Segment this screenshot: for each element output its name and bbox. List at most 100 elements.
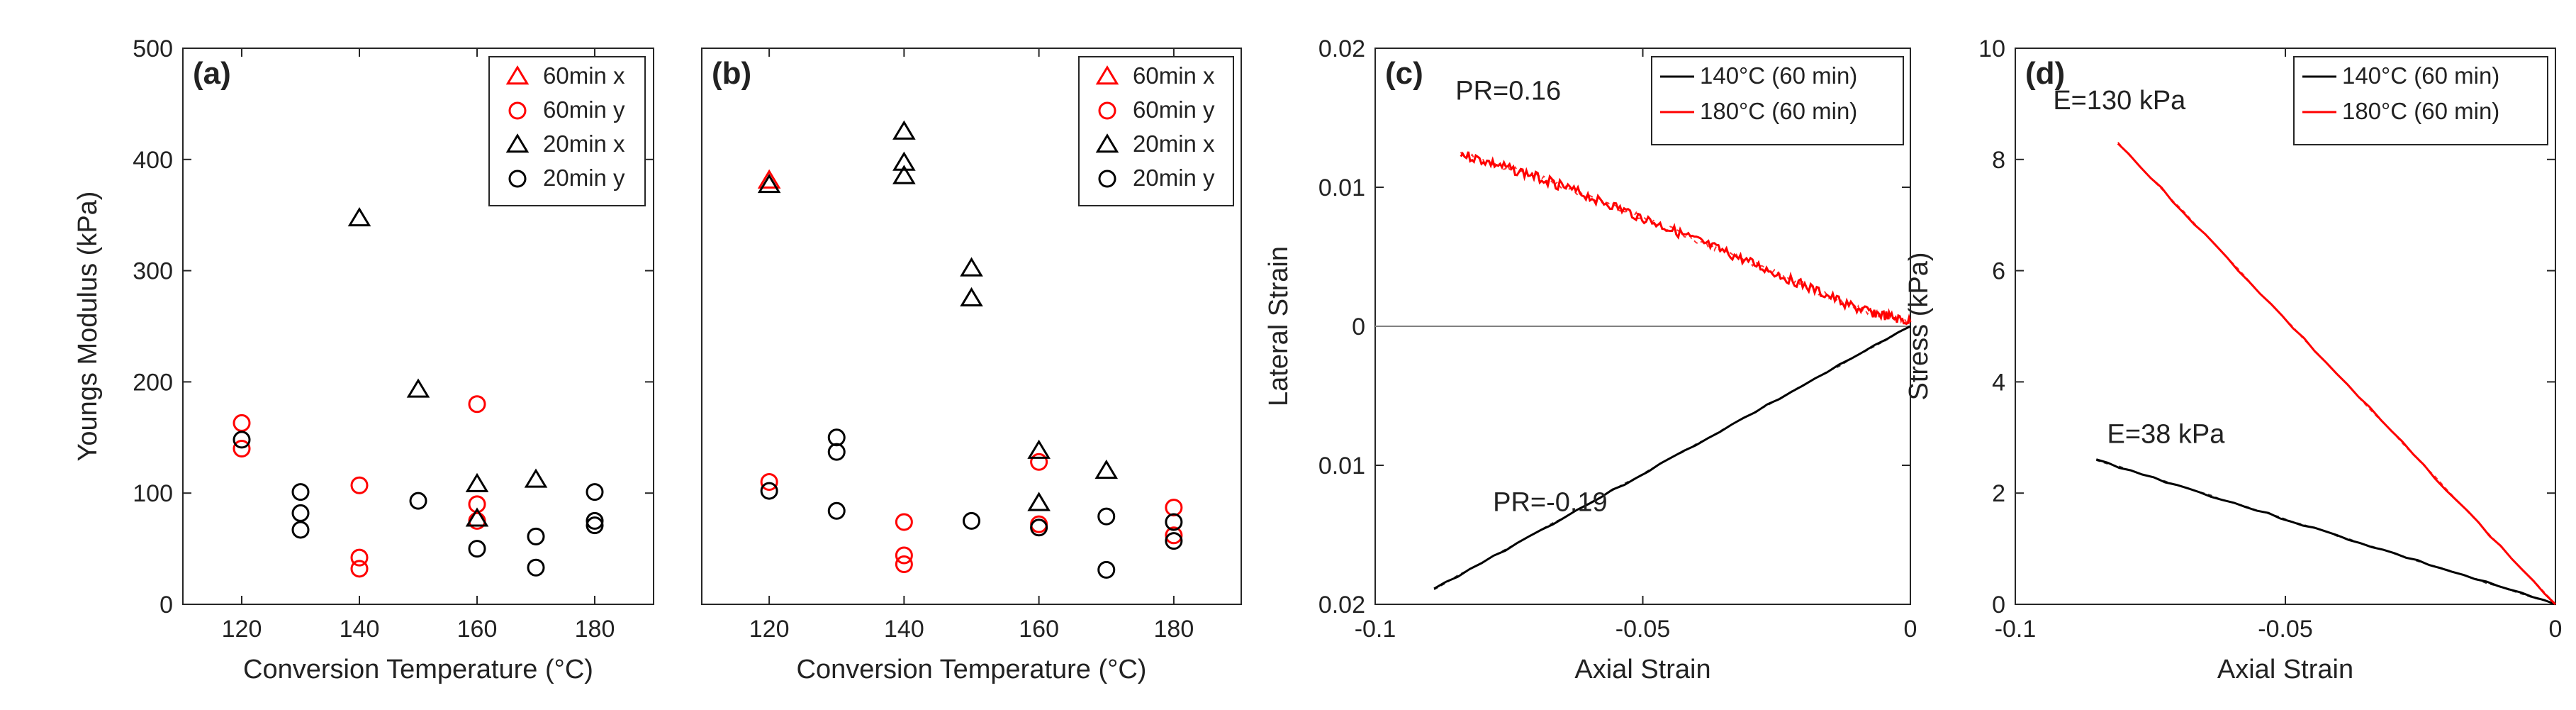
x-tick-label: 160 <box>1019 616 1059 643</box>
x-axis-label: Conversion Temperature (°C) <box>243 655 593 684</box>
data-point-60min-y <box>1030 453 1048 471</box>
panel-a: 120 140 160 180 0 100 200 300 400 500 Conversion T… <box>73 35 654 684</box>
legend-entry-label: 20min y <box>1133 165 1215 191</box>
data-point-20min-x <box>960 257 983 277</box>
legend-marker <box>508 101 527 120</box>
x-tick-label: 160 <box>457 616 498 643</box>
data-point-60min-y <box>350 560 369 578</box>
legend-marker <box>505 65 530 85</box>
data-point-20min-y <box>291 504 310 522</box>
legend-entry-label: 20min x <box>1133 131 1215 157</box>
data-point-60min-y <box>233 414 251 432</box>
y-tick-label: 100 <box>133 480 173 507</box>
data-point-20min-x <box>1027 492 1051 511</box>
y-tick-label: 0.02 <box>1318 35 1365 62</box>
panel-b: 120 140 160 180 Conversion Temperature (°C) (… <box>701 48 1242 684</box>
data-point-20min-x <box>406 378 430 398</box>
data-point-20min-x <box>1027 439 1051 459</box>
data-point-20min-x <box>757 173 781 194</box>
legend: 140°C (60 min) 180°C (60 min) <box>2293 56 2548 145</box>
data-point-60min-y <box>1165 526 1183 545</box>
legend-entry-label: 20min y <box>543 165 625 191</box>
data-point-20min-y <box>586 511 604 530</box>
x-tick-label: 180 <box>575 616 615 643</box>
legend-marker <box>508 170 527 188</box>
annotation-label: PR=0.16 <box>1455 77 1561 106</box>
legend-entry-label: 20min x <box>543 131 625 157</box>
data-point-20min-y <box>1165 513 1183 531</box>
legend: 140°C (60 min) 180°C (60 min) <box>1651 56 1904 145</box>
x-tick-label: -0.05 <box>1615 616 1671 643</box>
data-point-60min-y <box>895 513 913 531</box>
data-point-20min-y <box>233 431 251 449</box>
x-tick-label: -0.1 <box>1995 616 2037 643</box>
legend: 60min x 60min y 20min x 20min y <box>488 56 646 206</box>
legend-box <box>1078 56 1234 206</box>
data-point-20min-y <box>963 511 980 530</box>
x-tick-label: 0 <box>2549 616 2563 643</box>
panel-label: (a) <box>193 56 231 91</box>
y-tick-label: 0.01 <box>1318 174 1365 201</box>
legend-entry-label: 60min x <box>1133 62 1215 89</box>
data-point-60min-y <box>895 546 913 565</box>
x-axis-label: Axial Strain <box>1574 655 1710 684</box>
annotation-label: E=38 kPa <box>2107 420 2226 450</box>
legend-marker <box>1098 101 1116 120</box>
data-point-20min-y <box>586 483 604 501</box>
panel-label: (c) <box>1385 56 1423 91</box>
x-tick-label: -0.05 <box>2258 616 2313 643</box>
x-tick-label: -0.1 <box>1355 616 1396 643</box>
panel-label: (b) <box>712 56 751 91</box>
legend-entry-label: 180°C (60 min) <box>1700 98 1857 124</box>
legend-box <box>1651 56 1904 145</box>
data-point-20min-y <box>1165 532 1183 550</box>
legend-entry-label: 180°C (60 min) <box>2342 98 2499 124</box>
series-line-1 <box>2117 143 2557 606</box>
data-point-20min-x <box>524 468 548 488</box>
series-line-1 <box>1460 151 1912 326</box>
y-axis-label: Lateral Strain <box>1264 246 1294 406</box>
data-point-20min-y <box>1097 560 1116 579</box>
annotation-label: E=130 kPa <box>2053 86 2186 116</box>
data-point-20min-y <box>827 501 846 520</box>
data-point-20min-y <box>527 558 545 577</box>
y-axis-label: Youngs Modulus (kPa) <box>73 192 103 462</box>
y-tick-label: 300 <box>133 258 173 285</box>
data-point-20min-x <box>892 151 916 171</box>
y-tick-label: 200 <box>133 369 173 396</box>
y-tick-label: 6 <box>1992 258 2005 285</box>
data-point-20min-y <box>409 492 427 510</box>
data-point-20min-y <box>1030 518 1048 537</box>
legend-entry-label: 140°C (60 min) <box>1700 62 1857 89</box>
data-point-60min-y <box>760 473 778 492</box>
data-point-60min-y <box>895 555 913 574</box>
legend-marker <box>1098 170 1116 188</box>
data-point-20min-x <box>892 165 916 184</box>
data-point-20min-x <box>1094 459 1119 479</box>
y-tick-label: 4 <box>1992 369 2005 396</box>
data-point-60min-y <box>468 495 486 514</box>
data-point-60min-y <box>350 548 369 567</box>
y-tick-label: 0.02 <box>1318 592 1365 619</box>
data-point-20min-y <box>1097 507 1116 526</box>
x-tick-label: 180 <box>1154 616 1194 643</box>
data-point-20min-y <box>291 483 310 501</box>
data-point-20min-x <box>892 120 916 140</box>
data-point-20min-x <box>347 206 371 227</box>
x-axis-label: Conversion Temperature (°C) <box>797 655 1147 684</box>
y-tick-label: 400 <box>133 147 173 174</box>
y-tick-label: 0 <box>159 592 173 619</box>
x-axis-label: Axial Strain <box>2217 655 2353 684</box>
y-tick-label: 500 <box>133 35 173 62</box>
data-point-20min-y <box>586 516 604 535</box>
legend: 60min x 60min y 20min x 20min y <box>1078 56 1234 206</box>
panel-label: (d) <box>2025 56 2065 91</box>
y-tick-label: 2 <box>1992 480 2005 507</box>
legend-entry-label: 140°C (60 min) <box>2342 62 2499 89</box>
panel-d: -0.1 -0.05 0 0 2 4 6 8 10 Axial Strain Stress (kPa… <box>1904 35 2562 684</box>
y-tick-label: 10 <box>1978 35 2005 62</box>
x-tick-label: 120 <box>222 616 262 643</box>
y-tick-label: 0 <box>1352 314 1365 340</box>
series-line-0 <box>1433 325 1911 590</box>
